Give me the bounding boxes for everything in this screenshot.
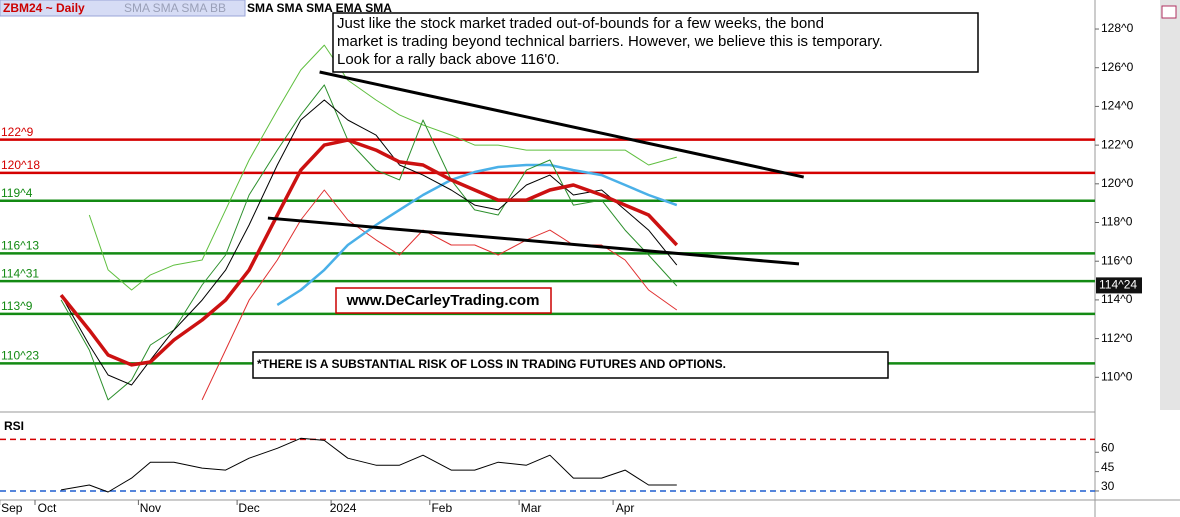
header-bar xyxy=(0,0,246,17)
level-label: 120^18 xyxy=(1,158,40,172)
series-line xyxy=(60,99,678,386)
website-box xyxy=(335,287,552,314)
level-label: 113^9 xyxy=(1,299,33,313)
y-tick-label: 124^0 xyxy=(1101,99,1134,113)
level-label: 119^4 xyxy=(1,186,33,200)
y-tick-label: 126^0 xyxy=(1101,60,1134,74)
disclaimer-box xyxy=(252,351,889,379)
level-label: 110^23 xyxy=(1,349,39,363)
x-tick-label: Feb xyxy=(431,501,452,515)
last-price-label: 114^24 xyxy=(1099,278,1137,292)
y-tick-label: 110^0 xyxy=(1101,369,1133,383)
y-tick-label: 120^0 xyxy=(1101,176,1134,190)
series-line xyxy=(88,44,677,291)
indicator-label: SMA SMA SMA EMA SMA xyxy=(247,1,392,15)
y-tick-label: 118^0 xyxy=(1101,215,1133,229)
symbol-title: ZBM24 ~ Daily xyxy=(3,1,85,15)
y-tick-label: 45 xyxy=(1101,460,1115,474)
y-tick-label: 114^0 xyxy=(1101,292,1133,306)
series-line xyxy=(61,437,677,493)
level-label: 114^31 xyxy=(1,266,39,280)
series-line xyxy=(60,84,678,401)
last-price-tag xyxy=(1096,277,1142,294)
disclaimer: *THERE IS A SUBSTANTIAL RISK OF LOSS IN … xyxy=(257,357,726,371)
level-label: 116^13 xyxy=(1,239,39,253)
x-tick-label: Mar xyxy=(521,501,542,515)
x-tick-label: 2024 xyxy=(330,501,357,515)
y-tick-label: 116^0 xyxy=(1101,253,1133,267)
y-tick-label: 128^0 xyxy=(1101,21,1134,35)
x-tick-label: Apr xyxy=(616,501,635,515)
x-tick-label: Oct xyxy=(38,501,57,515)
y-tick-label: 30 xyxy=(1101,479,1115,493)
annotation-text: Look for a rally back above 116'0. xyxy=(337,51,560,68)
website: www.DeCarleyTrading.com xyxy=(346,292,540,309)
trendline xyxy=(319,70,805,179)
indicator-label: SMA SMA SMA BB xyxy=(124,1,226,15)
annotation-text: market is trading beyond technical barri… xyxy=(337,33,883,50)
x-tick-label: Dec xyxy=(238,501,259,515)
y-tick-label: 112^0 xyxy=(1101,331,1133,345)
series-line xyxy=(276,163,678,306)
annotation-box xyxy=(332,12,979,73)
level-label: 122^9 xyxy=(1,125,34,139)
settings-icon[interactable] xyxy=(1161,5,1177,19)
series-line xyxy=(59,138,679,367)
x-tick-label: Nov xyxy=(140,501,161,515)
scrollbar[interactable] xyxy=(1160,0,1180,410)
annotation-text: Just like the stock market traded out-of… xyxy=(337,15,824,32)
x-tick-label: Sep xyxy=(1,501,23,515)
y-tick-label: 122^0 xyxy=(1101,137,1134,151)
trendline xyxy=(267,216,800,266)
y-tick-label: 60 xyxy=(1101,440,1115,454)
rsi-title: RSI xyxy=(4,419,24,433)
